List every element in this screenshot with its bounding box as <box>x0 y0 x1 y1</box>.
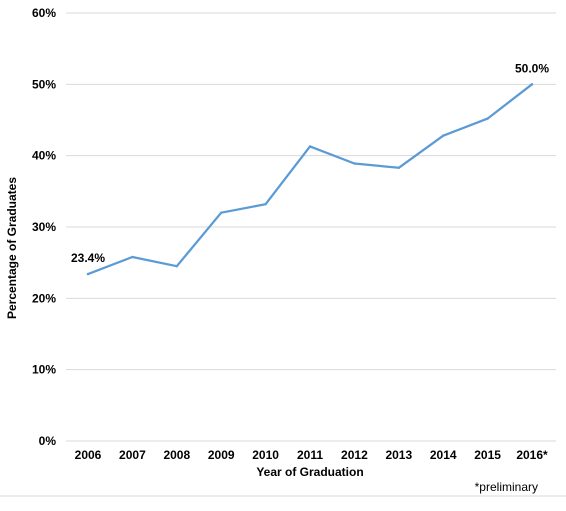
x-tick-label: 2008 <box>163 448 190 462</box>
y-tick-label: 20% <box>32 291 56 305</box>
data-point <box>220 211 223 214</box>
series-line <box>86 83 534 276</box>
data-point <box>486 117 489 120</box>
data-point <box>175 265 178 268</box>
y-axis-title: Percentage of Graduates <box>5 177 19 319</box>
data-point <box>86 272 90 276</box>
y-tick-label: 50% <box>32 77 56 91</box>
y-tick-labels: 0% 10% 20% 30% 40% 50% 60% <box>32 6 56 448</box>
gridlines <box>66 12 556 442</box>
data-point <box>264 202 267 206</box>
data-labels: 23.4% 50.0% <box>71 61 549 265</box>
y-tick-label: 30% <box>32 220 56 234</box>
data-label: 23.4% <box>71 251 105 265</box>
data-point <box>442 134 445 137</box>
preliminary-note: *preliminary <box>475 480 538 494</box>
x-tick-labels: 2006 2007 2008 2009 2010 2011 2012 2013 2014 2015… <box>75 448 548 462</box>
x-tick-label: 2009 <box>208 448 235 462</box>
y-tick-label: 60% <box>32 6 56 20</box>
x-tick-label: 2014 <box>430 448 457 462</box>
x-tick-label: 2015 <box>474 448 501 462</box>
x-tick-label: 2013 <box>385 448 412 462</box>
data-point <box>308 145 312 148</box>
x-tick-label: 2006 <box>75 448 102 462</box>
data-point <box>131 255 134 259</box>
data-point <box>353 162 356 165</box>
series-lines <box>86 83 534 276</box>
data-point <box>397 166 400 169</box>
x-tick-label: 2012 <box>341 448 368 462</box>
y-tick-label: 40% <box>32 149 56 163</box>
x-axis-title: Year of Graduation <box>256 465 363 479</box>
x-tick-label: 2007 <box>119 448 146 462</box>
y-tick-label: 10% <box>32 363 56 377</box>
data-label: 50.0% <box>515 61 549 75</box>
y-tick-label: 0% <box>39 434 57 448</box>
x-tick-label: 2016* <box>516 448 548 462</box>
data-point <box>530 83 534 86</box>
x-tick-label: 2010 <box>252 448 279 462</box>
x-tick-label: 2011 <box>297 448 323 462</box>
